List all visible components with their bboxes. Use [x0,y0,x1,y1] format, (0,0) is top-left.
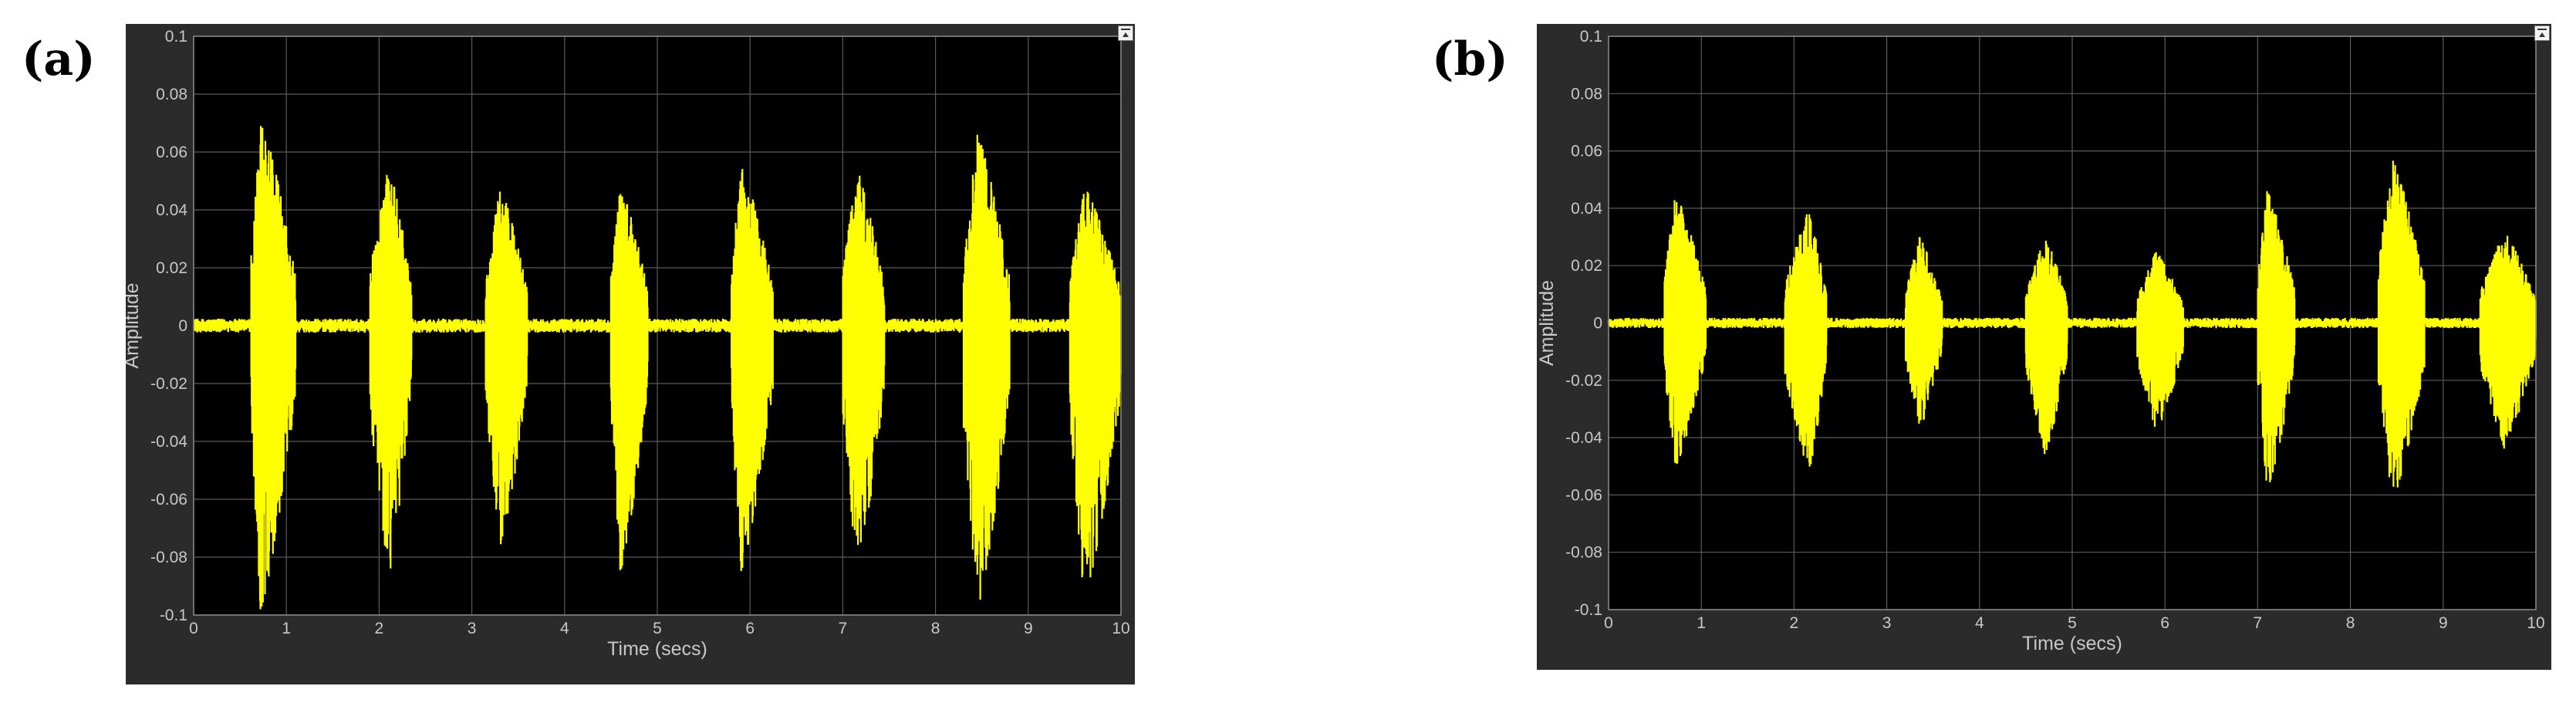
y-tick-label: 0.1 [165,28,187,46]
y-tick-label: -0.06 [1565,486,1602,504]
x-tick-label: 7 [2254,614,2263,632]
y-tick-label: -0.04 [1565,429,1602,447]
x-tick-label: 10 [2527,614,2544,632]
undock-button[interactable] [1118,25,1133,41]
panel-label-b: (b) [1432,32,1508,86]
x-tick-label: 8 [2346,614,2355,632]
y-tick-label: 0 [178,317,187,335]
chart-b: 0.1 0.08 0.06 0.04 0.02 0 -0.02 -0.04 -0.06 -0.08… [1537,28,2545,654]
y-tick-label: -0.1 [160,607,187,624]
y-tick-label: 0.08 [156,86,187,103]
y-tick-label: 0.1 [1580,28,1602,46]
plot-area [192,35,1122,616]
y-tick-label: -0.08 [1565,544,1602,562]
x-tick-label: 2 [1790,614,1799,632]
x-tick-label: 2 [375,620,384,637]
y-tick-label: -0.02 [1565,372,1602,390]
x-tick-label: 9 [1024,620,1033,637]
x-tick-label: 8 [931,620,940,637]
y-tick-label: -0.1 [1575,601,1602,619]
y-tick-label: -0.02 [150,375,187,393]
x-tick-label: 5 [2068,614,2077,632]
y-tick-labels: 0.1 0.08 0.06 0.04 0.02 0 -0.02 -0.04 -0.06 -0.08… [150,28,187,624]
x-axis-label: Time (secs) [607,638,707,660]
y-tick-label: 0.04 [1571,200,1602,218]
plot-area [1607,35,2537,610]
panel-label-a: (a) [22,32,96,86]
x-tick-label: 9 [2439,614,2448,632]
x-tick-label: 6 [2160,614,2169,632]
y-tick-label: 0.06 [156,144,187,161]
x-tick-label: 5 [653,620,662,637]
x-tick-label: 3 [1882,614,1892,632]
y-tick-label: -0.04 [150,433,187,451]
undock-button[interactable] [2534,25,2550,41]
y-tick-label: 0.08 [1571,85,1602,103]
x-tick-label: 6 [745,620,755,637]
y-tick-label: 0.06 [1571,143,1602,161]
x-tick-label: 3 [468,620,477,637]
x-tick-label: 4 [560,620,569,637]
x-tick-labels: 0 1 2 3 4 5 6 7 8 9 10 [1604,614,2545,632]
y-tick-label: -0.08 [150,549,187,566]
x-tick-label: 10 [1112,620,1129,637]
x-tick-label: 4 [1975,614,1984,632]
plot-border [1608,35,2537,610]
y-axis-label: Amplitude [126,282,143,368]
scope-window-a: 0.1 0.08 0.06 0.04 0.02 0 -0.02 -0.04 -0.06 -0.08… [126,24,1135,684]
x-tick-label: 1 [282,620,291,637]
x-tick-label: 0 [189,620,198,637]
y-tick-label: -0.06 [150,491,187,509]
scope-window-b: 0.1 0.08 0.06 0.04 0.02 0 -0.02 -0.04 -0.06 -0.08… [1537,24,2551,670]
x-tick-labels: 0 1 2 3 4 5 6 7 8 9 10 [189,620,1130,637]
y-tick-label: 0.02 [156,259,187,277]
plot-border [193,35,1122,616]
y-tick-label: 0 [1593,315,1602,333]
chart-a: 0.1 0.08 0.06 0.04 0.02 0 -0.02 -0.04 -0.06 -0.08… [126,28,1130,660]
x-tick-label: 1 [1697,614,1706,632]
y-tick-labels: 0.1 0.08 0.06 0.04 0.02 0 -0.02 -0.04 -0.06 -0.08… [1565,28,1602,619]
y-tick-label: 0.02 [1571,257,1602,275]
x-tick-label: 7 [839,620,848,637]
y-tick-label: 0.04 [156,201,187,219]
x-axis-label: Time (secs) [2022,633,2122,654]
y-axis-label: Amplitude [1537,280,1558,366]
x-tick-label: 0 [1604,614,1613,632]
